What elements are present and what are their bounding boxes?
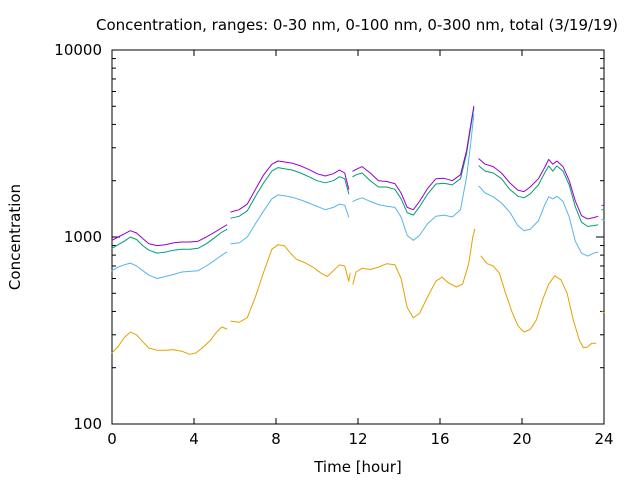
series-3-line-segment: [352, 105, 475, 211]
x-axis-ticks: 0 4 8 12 16 20 24: [107, 50, 614, 448]
x-axis-label: Time [hour]: [313, 458, 402, 476]
series-2-line-segment: [478, 165, 599, 227]
series-1-line-segment: [230, 194, 350, 245]
series-1-line-segment: [478, 185, 599, 257]
series-3-line-segment: [601, 204, 605, 207]
series-2-line-segment: [111, 228, 228, 254]
x-tick-label: 4: [189, 430, 199, 448]
series-3-line-segment: [478, 158, 599, 220]
x-tick-label: 20: [512, 430, 531, 448]
series-3-line-segment: [230, 160, 350, 213]
x-tick-label: 8: [271, 430, 281, 448]
series-0-line-segment: [480, 255, 597, 349]
series-1-line-segment: [111, 251, 228, 279]
x-tick-label: 12: [348, 430, 367, 448]
series-layer: [111, 105, 605, 355]
y-minor-ticks: [112, 58, 604, 369]
x-tick-label: 16: [430, 430, 449, 448]
x-tick-label: 0: [107, 430, 117, 448]
plot-area-border: [111, 49, 605, 425]
series-0-line-segment: [230, 244, 351, 323]
series-0-line-segment: [111, 326, 228, 355]
series-1-line-segment: [352, 114, 475, 241]
x-tick-label: 24: [594, 430, 613, 448]
chart-title: Concentration, ranges: 0-30 nm, 0-100 nm…: [96, 16, 618, 34]
y-axis-label: Concentration: [6, 184, 24, 290]
y-tick-label: 1000: [64, 228, 102, 246]
y-axis-ticks: 100 1000 10000: [54, 41, 604, 433]
series-1-line-segment: [601, 219, 605, 221]
series-0-line-segment: [352, 228, 476, 319]
series-3-line-segment: [111, 224, 228, 247]
y-tick-label: 100: [73, 415, 102, 433]
series-2-line-segment: [230, 167, 350, 219]
y-tick-label: 10000: [54, 41, 102, 59]
series-2-line-segment: [352, 107, 475, 216]
series-0-line-segment: [601, 310, 605, 313]
